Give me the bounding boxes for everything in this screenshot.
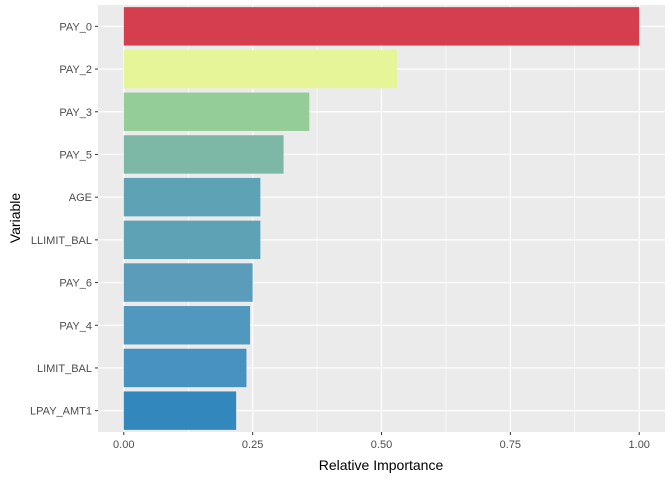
y-tick-label: LLIMIT_BAL	[31, 235, 92, 247]
bar-pay-6	[123, 263, 253, 302]
x-axis-title: Relative Importance	[319, 457, 444, 473]
y-tick-label: PAY_0	[59, 21, 92, 33]
y-tick-label: LIMIT_BAL	[37, 363, 92, 375]
x-tick-label: 0.75	[500, 439, 521, 451]
y-tick-label: LPAY_AMT1	[30, 406, 92, 418]
y-tick-label: PAY_2	[59, 64, 92, 76]
x-tick-label: 0.25	[242, 439, 263, 451]
bar-pay-0	[123, 7, 640, 46]
y-tick-label: PAY_4	[59, 320, 92, 332]
x-tick-labels: 0.00 0.25 0.50 0.75 1.00	[113, 432, 650, 451]
bar-lpay-amt1	[123, 391, 237, 430]
bar-pay-2	[123, 49, 397, 89]
y-tick-label: AGE	[69, 192, 92, 204]
x-tick-label: 1.00	[629, 439, 650, 451]
bar-limit-bal	[123, 348, 247, 388]
y-tick-label: PAY_6	[59, 278, 92, 290]
bar-pay-4	[123, 306, 251, 345]
bar-llimit-bal	[123, 220, 261, 260]
bar-pay-3	[123, 92, 310, 131]
bars	[123, 7, 640, 430]
y-tick-labels: PAY_0 PAY_2 PAY_3 PAY_5 AGE LLIMIT_BAL PAY_6 PA…	[30, 21, 98, 418]
bar-age	[123, 177, 261, 217]
y-tick-label: PAY_5	[59, 149, 92, 161]
y-axis-title: Variable	[7, 193, 23, 244]
y-tick-label: PAY_3	[59, 107, 92, 119]
bar-pay-5	[123, 135, 284, 174]
x-tick-label: 0.50	[371, 439, 392, 451]
x-tick-label: 0.00	[113, 439, 134, 451]
